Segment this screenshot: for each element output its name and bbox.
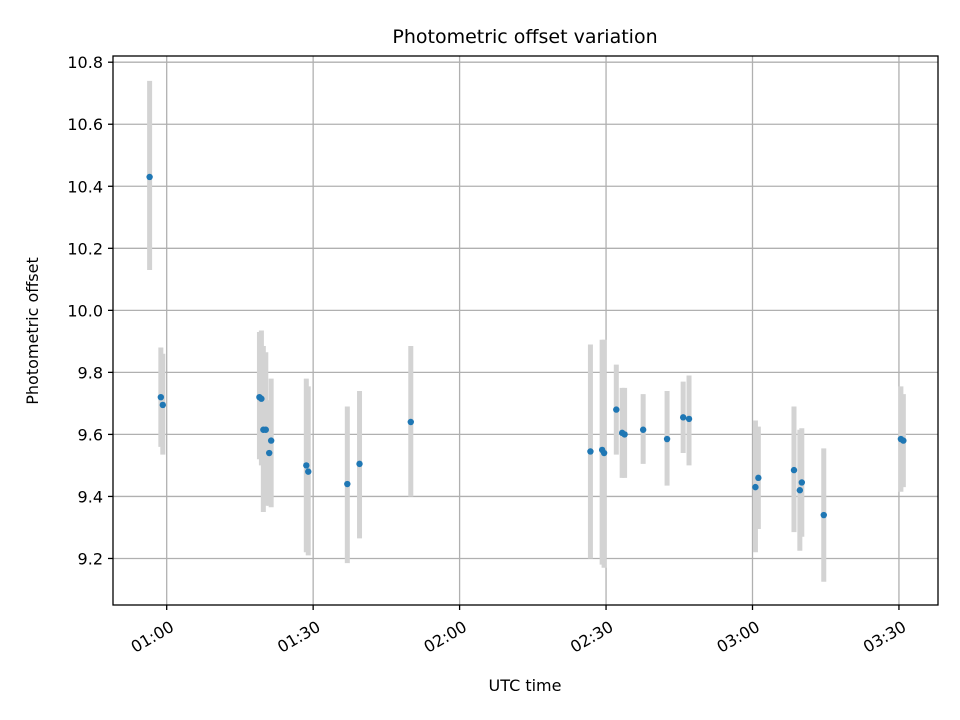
data-point	[267, 437, 275, 444]
data-point	[755, 474, 762, 482]
data-point	[344, 480, 351, 488]
y-tick-label: 10.4	[67, 177, 103, 196]
data-point	[679, 414, 687, 421]
y-tick-label: 9.8	[78, 363, 103, 382]
y-axis: 9.2 9.4 9.6 9.8 10.0 10.2 10.4 10.6 10.8	[67, 53, 113, 568]
data-point	[258, 395, 265, 402]
data-point	[356, 460, 363, 468]
data-point	[790, 466, 798, 474]
data-point	[639, 426, 647, 433]
data-point	[613, 406, 620, 413]
data-point	[820, 511, 827, 519]
y-tick-label: 9.2	[78, 549, 103, 568]
data-point	[685, 415, 693, 423]
data-point	[621, 431, 628, 438]
data-point	[157, 393, 165, 401]
y-tick-label: 10.2	[67, 239, 103, 258]
y-tick-label: 10.6	[67, 115, 103, 134]
chart-title: Photometric offset variation	[392, 26, 657, 48]
x-axis-label: UTC time	[489, 676, 562, 695]
y-tick-label: 9.6	[78, 425, 103, 444]
data-point	[303, 462, 310, 469]
y-tick-label: 10.0	[67, 301, 103, 320]
y-tick-label: 10.8	[67, 53, 103, 72]
data-point	[407, 418, 414, 426]
data-point	[266, 449, 273, 457]
plot-frame	[112, 55, 939, 606]
data-point	[159, 401, 166, 409]
data-point	[798, 479, 806, 486]
data-point	[752, 483, 759, 491]
data-point	[796, 487, 804, 494]
y-axis-label: Photometric offset	[23, 257, 42, 405]
data-point	[600, 449, 608, 457]
points	[146, 173, 907, 519]
data-point	[146, 173, 153, 181]
data-point	[587, 448, 594, 455]
data-point	[262, 426, 269, 433]
data-point	[900, 437, 907, 444]
data-point	[663, 435, 671, 443]
data-point	[305, 468, 312, 475]
grid	[113, 56, 938, 605]
y-tick-label: 9.4	[78, 487, 103, 506]
